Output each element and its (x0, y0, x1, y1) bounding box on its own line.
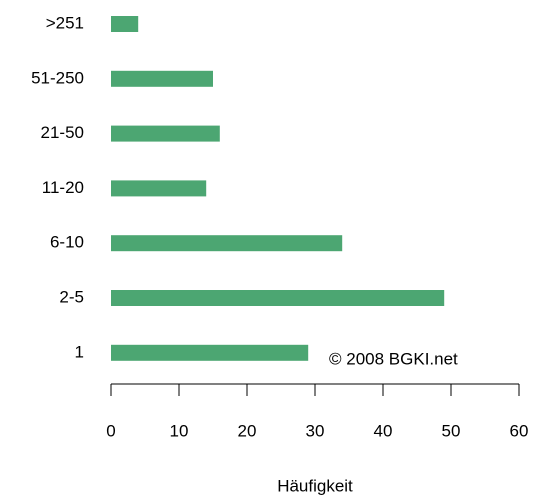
y-tick-label: 11-20 (42, 178, 84, 197)
x-tick-label: 60 (510, 421, 529, 440)
bar (111, 70, 213, 87)
x-tick-label: 0 (106, 421, 115, 440)
x-tick-label: 40 (374, 421, 393, 440)
y-tick-label: 51-250 (31, 68, 84, 87)
x-tick-label: 20 (238, 421, 257, 440)
bar (111, 344, 309, 361)
bar (111, 180, 207, 197)
annotation: © 2008 BGKI.net (329, 349, 458, 368)
x-tick-label: 10 (170, 421, 189, 440)
bar (111, 125, 220, 142)
y-tick-label: 6-10 (50, 233, 84, 252)
y-tick-label: 21-50 (41, 123, 84, 142)
bar (111, 290, 445, 306)
x-tick-label: 50 (442, 421, 461, 440)
y-tick-label: >251 (46, 13, 84, 32)
y-tick-label: 1 (75, 342, 84, 361)
bar (111, 235, 343, 252)
bar (111, 16, 139, 32)
y-tick-label: 2-5 (59, 287, 84, 306)
x-axis-label: Häufigkeit (277, 476, 353, 495)
x-tick-label: 30 (306, 421, 325, 440)
